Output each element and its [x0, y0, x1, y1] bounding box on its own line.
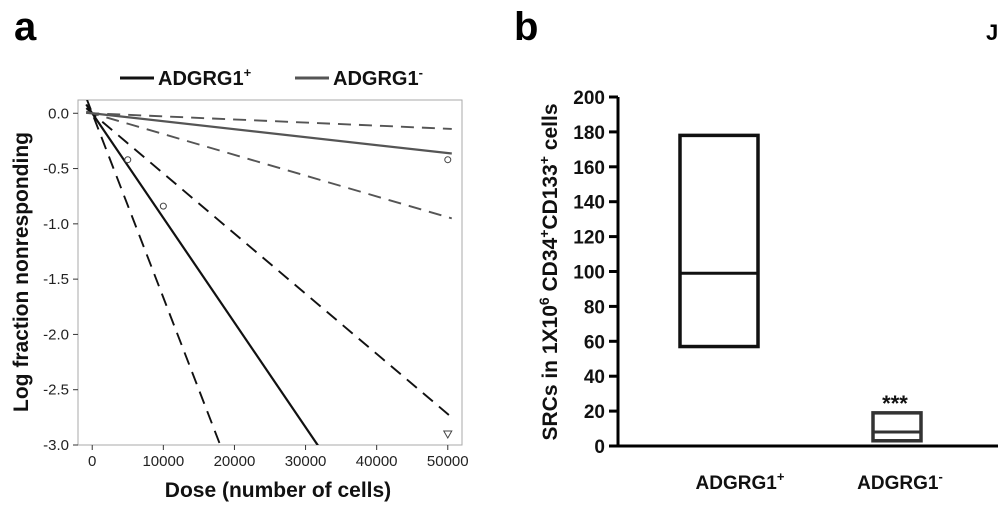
- category-label: ADGRG1-: [857, 469, 943, 494]
- x-tick-label: 10000: [142, 453, 184, 470]
- y-tick-label: 140: [573, 193, 605, 214]
- y-tick-label: 180: [573, 123, 605, 144]
- y-tick-label: -2.5: [43, 382, 69, 399]
- data-point: [159, 202, 167, 210]
- y-tick-label: 20: [584, 402, 605, 423]
- y-tick-label: 120: [573, 228, 605, 249]
- x-axis-label: Dose (number of cells): [165, 479, 391, 502]
- x-tick-label: 30000: [285, 453, 327, 470]
- y-axis-label: SRCs in 1X106 CD34+CD133+ cells: [536, 103, 562, 440]
- y-tick-label: -0.5: [43, 161, 69, 178]
- legend-label: ADGRG1+: [158, 65, 252, 90]
- panel-a-chart: 0.0 -0.5 -1.0 -1.5 -2.0 -2.5 -3.0 0 10000 20000 30…: [10, 65, 469, 502]
- edge-glyph: J: [986, 20, 998, 45]
- panel-a-letter: a: [14, 5, 37, 49]
- y-axis-label: Log fraction nonresponding: [10, 132, 33, 412]
- series-line: [86, 100, 222, 445]
- series-line: [85, 110, 453, 220]
- data-point: [444, 156, 452, 164]
- y-tick-label: -2.0: [43, 326, 69, 343]
- series-line: [86, 112, 452, 130]
- panel-b-chart: 0 20 40 60 80 100 120 140 160 180 200 ADGRG1+ *** AD…: [536, 88, 998, 494]
- box: [871, 411, 923, 443]
- y-tick-label: 100: [573, 263, 605, 284]
- x-tick-label: 40000: [356, 453, 398, 470]
- legend-label: ADGRG1-: [333, 65, 423, 90]
- y-tick-label: -1.0: [43, 216, 69, 233]
- series-line: [86, 111, 452, 155]
- x-tick-label: 0: [88, 453, 96, 470]
- y-tick-label: -1.5: [43, 271, 69, 288]
- y-tick-label: 80: [584, 297, 605, 318]
- y-tick-label: 0: [594, 437, 605, 458]
- category-label: ADGRG1+: [696, 469, 785, 494]
- panel-b-letter: b: [514, 5, 538, 49]
- plot-frame: [77, 99, 463, 446]
- x-tick-label: 50000: [427, 453, 469, 470]
- y-tick-label: 200: [573, 88, 605, 109]
- significance-label: ***: [882, 391, 908, 416]
- y-tick-label: 0.0: [48, 105, 69, 122]
- y-tick-label: 160: [573, 158, 605, 179]
- y-tick-label: -3.0: [43, 437, 69, 454]
- y-tick-label: 60: [584, 332, 605, 353]
- series-line: [85, 107, 453, 419]
- x-tick-label: 20000: [214, 453, 256, 470]
- box: [678, 133, 760, 349]
- data-point: [124, 156, 132, 164]
- y-tick-label: 40: [584, 367, 605, 388]
- data-point: [442, 430, 453, 439]
